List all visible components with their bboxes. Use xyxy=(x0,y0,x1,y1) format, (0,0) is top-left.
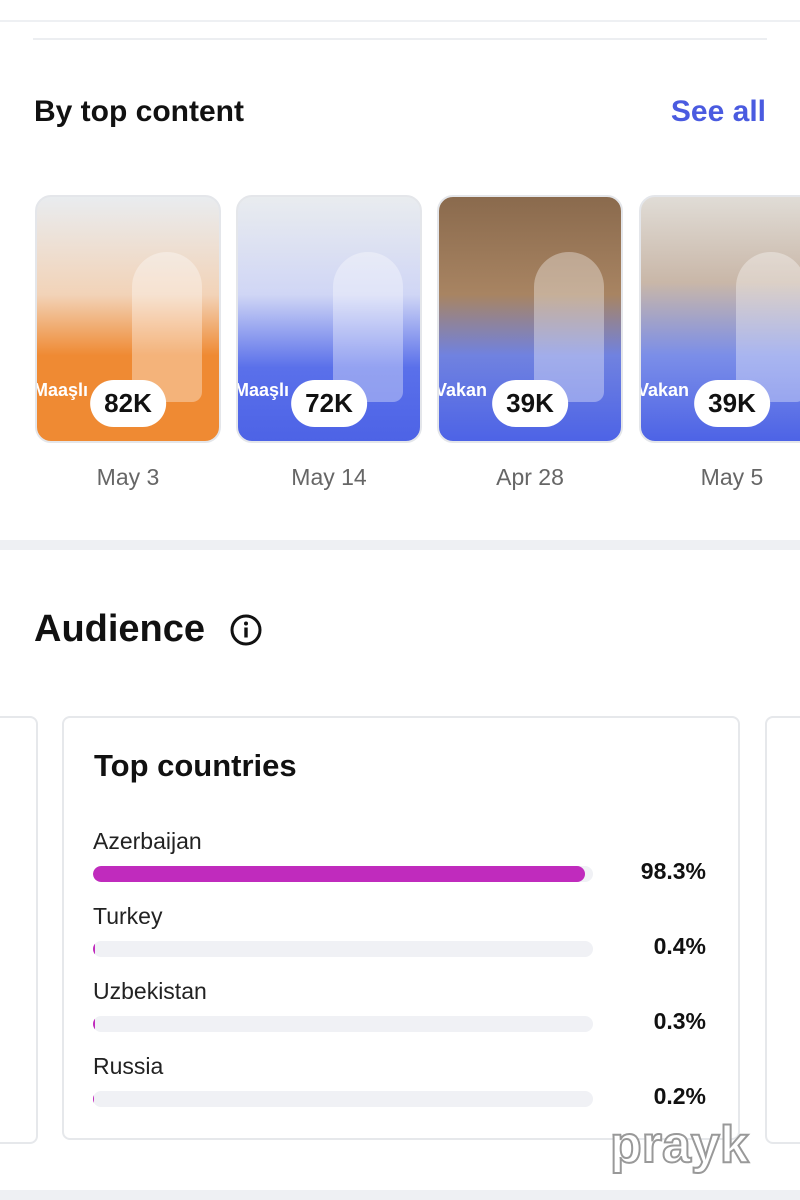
country-name: Azerbaijan xyxy=(93,828,202,854)
bar-track xyxy=(93,1016,593,1032)
country-name: Uzbekistan xyxy=(93,978,207,1004)
country-share: 0.3% xyxy=(653,1008,706,1034)
post-views: 82K xyxy=(90,380,166,427)
countries-card xyxy=(62,716,740,1140)
divider xyxy=(33,38,767,40)
bar-track xyxy=(93,866,593,882)
post-card[interactable]: Maaşlı 72K xyxy=(236,195,422,443)
bar xyxy=(93,1091,94,1107)
post-date: May 3 xyxy=(96,464,160,490)
post-card[interactable]: Vakan 39K xyxy=(437,195,623,443)
post-date: May 14 xyxy=(291,464,367,490)
country-name: Turkey xyxy=(93,903,163,929)
country-share: 0.4% xyxy=(653,933,706,959)
post-card[interactable]: Maaşlı 82K xyxy=(35,195,221,443)
post-views: 72K xyxy=(291,380,367,427)
card-title: Top countries xyxy=(94,748,297,783)
country-share: 98.3% xyxy=(640,858,706,884)
info-icon[interactable] xyxy=(229,613,263,647)
post-date: May 5 xyxy=(700,464,764,490)
post-figure xyxy=(736,252,800,402)
country-name: Russia xyxy=(93,1053,164,1079)
post-figure xyxy=(333,252,403,402)
country-share: 0.2% xyxy=(653,1083,706,1109)
next-card xyxy=(765,716,800,1144)
bar xyxy=(93,1016,95,1032)
post-figure xyxy=(534,252,604,402)
post-caption: Vakan xyxy=(639,380,690,400)
bar xyxy=(93,866,585,882)
post-date: Apr 28 xyxy=(496,464,564,490)
post-views: 39K xyxy=(694,380,770,427)
bar-track xyxy=(93,1091,593,1107)
see-all-link[interactable]: See all xyxy=(670,95,766,128)
section-divider xyxy=(0,540,800,550)
audience-title: Audience xyxy=(34,608,206,650)
post-views: 39K xyxy=(492,380,568,427)
post-card[interactable]: Vakan 39K xyxy=(639,195,800,443)
watermark: prayk xyxy=(609,1115,750,1175)
section-title: By top content xyxy=(34,95,244,128)
top-band xyxy=(0,0,800,22)
prev-card xyxy=(0,716,38,1144)
post-caption: Maaşlı xyxy=(236,380,290,400)
post-figure xyxy=(132,252,202,402)
post-caption: Maaşlı xyxy=(35,380,89,400)
bar xyxy=(93,941,95,957)
bar-track xyxy=(93,941,593,957)
bottom-band xyxy=(0,1190,800,1200)
post-caption: Vakan xyxy=(437,380,488,400)
